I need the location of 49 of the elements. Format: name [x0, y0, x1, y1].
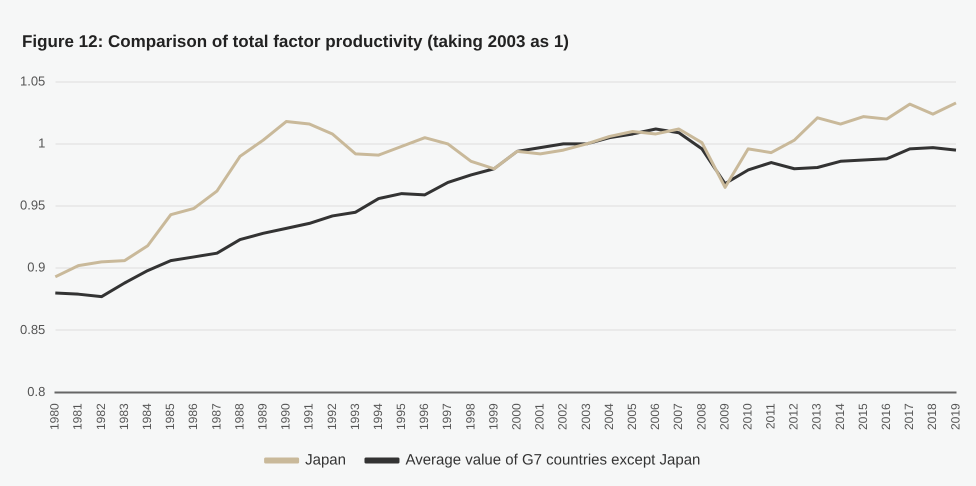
x-tick-label: 2000	[510, 402, 524, 430]
x-tick-label: 2003	[578, 402, 593, 430]
x-tick-label: 2017	[902, 402, 916, 430]
x-tick-label: 1983	[116, 402, 131, 430]
x-tick-label: 1981	[70, 402, 85, 430]
x-tick-label: 1989	[255, 402, 270, 430]
x-tick-label: 2019	[948, 402, 962, 430]
x-tick-label: 1986	[186, 402, 200, 430]
x-tick-label: 1991	[302, 402, 316, 430]
x-tick-label: 1985	[163, 402, 178, 430]
chart-title: Figure 12: Comparison of total factor productivity (taking 2003 as 1)	[22, 32, 569, 52]
x-tick-label: 2006	[648, 402, 662, 430]
x-tick-label: 2013	[810, 402, 824, 430]
x-tick-label: 1980	[48, 402, 62, 430]
x-tick-label: 2004	[602, 402, 616, 430]
x-tick-label: 2014	[832, 402, 847, 430]
x-tick-label: 2001	[532, 402, 547, 430]
x-tick-label: 1994	[370, 402, 385, 430]
y-tick-label: 1.05	[20, 73, 46, 88]
x-tick-label: 2007	[671, 402, 686, 430]
x-tick-label: 1982	[94, 402, 108, 430]
x-tick-label: 1993	[348, 402, 362, 430]
y-tick-label: 0.85	[20, 322, 46, 337]
x-tick-label: 2012	[786, 402, 801, 430]
x-tick-label: 1987	[209, 402, 224, 430]
x-tick-label: 2018	[925, 402, 940, 430]
x-tick-label: 1990	[278, 402, 293, 430]
x-tick-label: 1984	[140, 402, 154, 430]
x-tick-label: 2011	[764, 402, 778, 430]
x-tick-label: 1999	[486, 402, 500, 430]
y-tick-label: 1	[38, 135, 46, 150]
x-tick-label: 1988	[232, 402, 246, 430]
x-tick-label: 2010	[740, 402, 754, 430]
legend-label: Average value of G7 countries except Japan	[405, 452, 700, 469]
x-tick-label: 2015	[856, 402, 870, 430]
y-tick-label: 0.9	[27, 260, 46, 275]
x-tick-label: 1998	[463, 402, 478, 430]
x-tick-label: 1995	[394, 402, 408, 430]
x-tick-label: 2008	[694, 402, 708, 430]
y-tick-label: 0.8	[27, 384, 46, 399]
x-tick-label: 1997	[440, 402, 454, 430]
x-tick-label: 1996	[417, 402, 432, 430]
x-tick-label: 2002	[556, 402, 570, 430]
y-tick-label: 0.95	[20, 198, 46, 213]
x-tick-label: 2005	[624, 402, 639, 430]
x-tick-label: 1992	[324, 402, 339, 430]
x-tick-label: 2016	[879, 402, 894, 430]
x-tick-label: 2009	[717, 402, 732, 430]
legend-label: Japan	[305, 452, 346, 469]
